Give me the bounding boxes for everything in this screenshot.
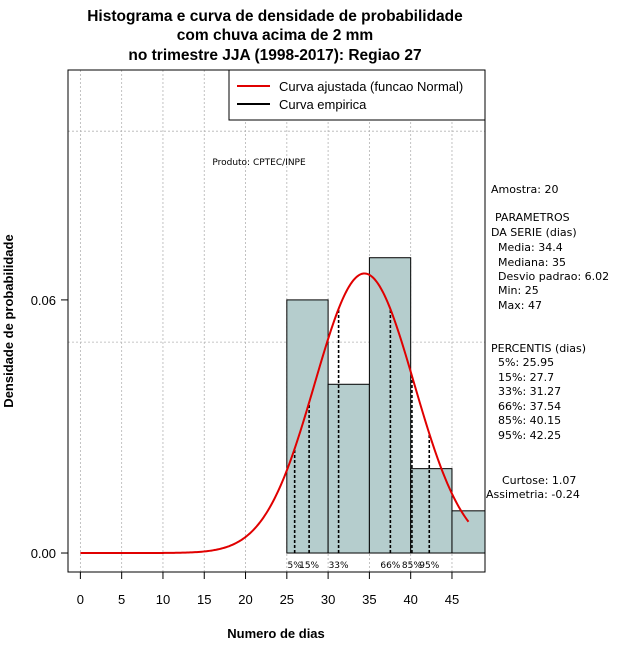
sample-size: Amostra: 20: [491, 183, 558, 196]
x-tick-label-1: 5: [118, 592, 125, 607]
legend-box: [228, 69, 486, 121]
x-tick-label-7: 35: [362, 592, 376, 607]
std-dev-value: Desvio padrao: 6.02: [498, 270, 609, 283]
histogram-bars: [286, 257, 486, 554]
histogram-bar-3: [410, 468, 453, 554]
y-axis-title: Densidade de probabilidade: [1, 234, 16, 407]
histogram-bar-0: [286, 299, 329, 554]
x-tick-label-0: 0: [77, 592, 84, 607]
percentile-lines: [293, 308, 431, 554]
percentile-label-33%: 33%: [329, 561, 349, 571]
x-tick-label-3: 15: [197, 592, 211, 607]
percentile-label-15%: 15%: [299, 561, 319, 571]
percentile-labels: 5%15% 33% 66% 85%95%: [288, 561, 440, 571]
kurtosis-value: Curtose: 1.07: [502, 474, 576, 487]
chart-title-line-1: Histograma e curva de densidade de proba…: [87, 8, 463, 25]
median-value: Mediana: 35: [498, 256, 566, 269]
histogram-bar-1: [327, 383, 370, 554]
legend-empirical-label: Curva empirica: [279, 97, 367, 112]
percentiles-title: PERCENTIS (dias): [491, 342, 586, 355]
percentile-label-85%: 85%: [402, 561, 422, 571]
chart-title-line-3: no trimestre JJA (1998-2017): Regiao 27: [128, 47, 421, 64]
x-tick-label-2: 10: [156, 592, 170, 607]
p66-value: 66%: 37.54: [498, 400, 561, 413]
p95-value: 95%: 42.25: [498, 429, 561, 442]
y-tick-label-1: 0.06: [31, 293, 56, 308]
fitted-normal-curve: [80, 272, 470, 555]
p33-value: 33%: 31.27: [498, 385, 561, 398]
p15-value: 15%: 27.7: [498, 371, 554, 384]
y-tick-label-0: 0.00: [31, 546, 56, 561]
p5-value: 5%: 25.95: [498, 356, 554, 369]
max-value: Max: 47: [498, 299, 542, 312]
x-tick-label-8: 40: [403, 592, 417, 607]
percentile-label-5%: 5%: [288, 561, 303, 571]
min-value: Min: 25: [498, 284, 539, 297]
x-tick-label-9: 45: [445, 592, 459, 607]
x-axis: 0 5 10 15 20 25 30 35 40 45: [77, 572, 459, 607]
p85-value: 85%: 40.15: [498, 414, 561, 427]
percentile-label-66%: 66%: [380, 561, 400, 571]
x-axis-title: Numero de dias: [227, 626, 325, 641]
side-panel: Amostra: 20 PARAMETROS DA SERIE (dias) M…: [486, 183, 609, 501]
y-axis: 0.00 0.06: [31, 293, 68, 561]
parameters-title-2: DA SERIE (dias): [491, 226, 577, 239]
legend: Curva ajustada (funcao Normal) Curva emp…: [228, 69, 486, 121]
histogram-bar-4: [451, 510, 486, 554]
percentile-label-95%: 95%: [419, 561, 439, 571]
mean-value: Media: 34.4: [498, 241, 563, 254]
parameters-title-1: PARAMETROS: [495, 211, 570, 224]
grid-lines: [68, 70, 485, 572]
chart-title-line-2: com chuva acima de 2 mm: [177, 27, 373, 44]
x-tick-label-6: 30: [321, 592, 335, 607]
legend-fitted-label: Curva ajustada (funcao Normal): [279, 79, 463, 94]
product-annotation: Produto: CPTEC/INPE: [212, 158, 306, 168]
x-tick-label-5: 25: [280, 592, 294, 607]
x-tick-label-4: 20: [238, 592, 252, 607]
skewness-value: Assimetria: -0.24: [486, 488, 580, 501]
